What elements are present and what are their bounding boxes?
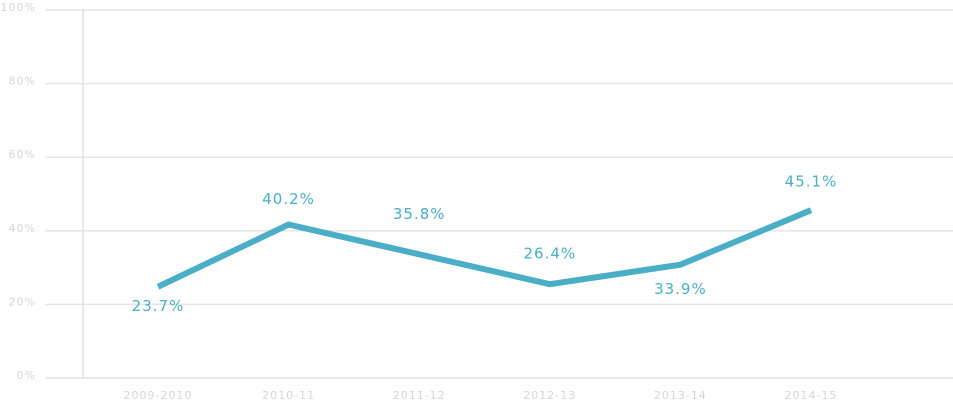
series-line-group xyxy=(156,207,813,290)
y-tick-label: 20% xyxy=(9,295,36,308)
x-tick-label: 2012-13 xyxy=(523,389,576,400)
x-tick-label: 2011-12 xyxy=(393,389,446,400)
y-tick-labels: 0% 20% 40% 60% 80% 100% xyxy=(1,1,36,382)
data-label: 40.2% xyxy=(262,190,315,208)
y-tick-label: 100% xyxy=(1,1,36,14)
gridlines xyxy=(45,9,953,379)
y-tick-label: 40% xyxy=(9,222,36,235)
series-line xyxy=(156,207,813,290)
x-tick-labels: 2009-2010 2010-11 2011-12 2012-13 2013-14 201… xyxy=(124,389,838,400)
y-tick-label: 60% xyxy=(9,148,36,161)
data-label: 23.7% xyxy=(132,297,185,315)
data-label: 26.4% xyxy=(523,245,576,263)
data-labels: 23.7% 40.2% 35.8% 26.4% 33.9% 45.1% xyxy=(132,173,838,316)
x-tick-label: 2014-15 xyxy=(785,389,838,400)
data-label: 35.8% xyxy=(393,205,446,223)
x-tick-label: 2010-11 xyxy=(262,389,315,400)
x-tick-label: 2009-2010 xyxy=(124,389,193,400)
y-tick-label: 0% xyxy=(17,369,36,382)
y-tick-label: 80% xyxy=(9,75,36,88)
data-label: 33.9% xyxy=(654,280,707,298)
data-label: 45.1% xyxy=(785,173,838,191)
x-tick-label: 2013-14 xyxy=(654,389,707,400)
